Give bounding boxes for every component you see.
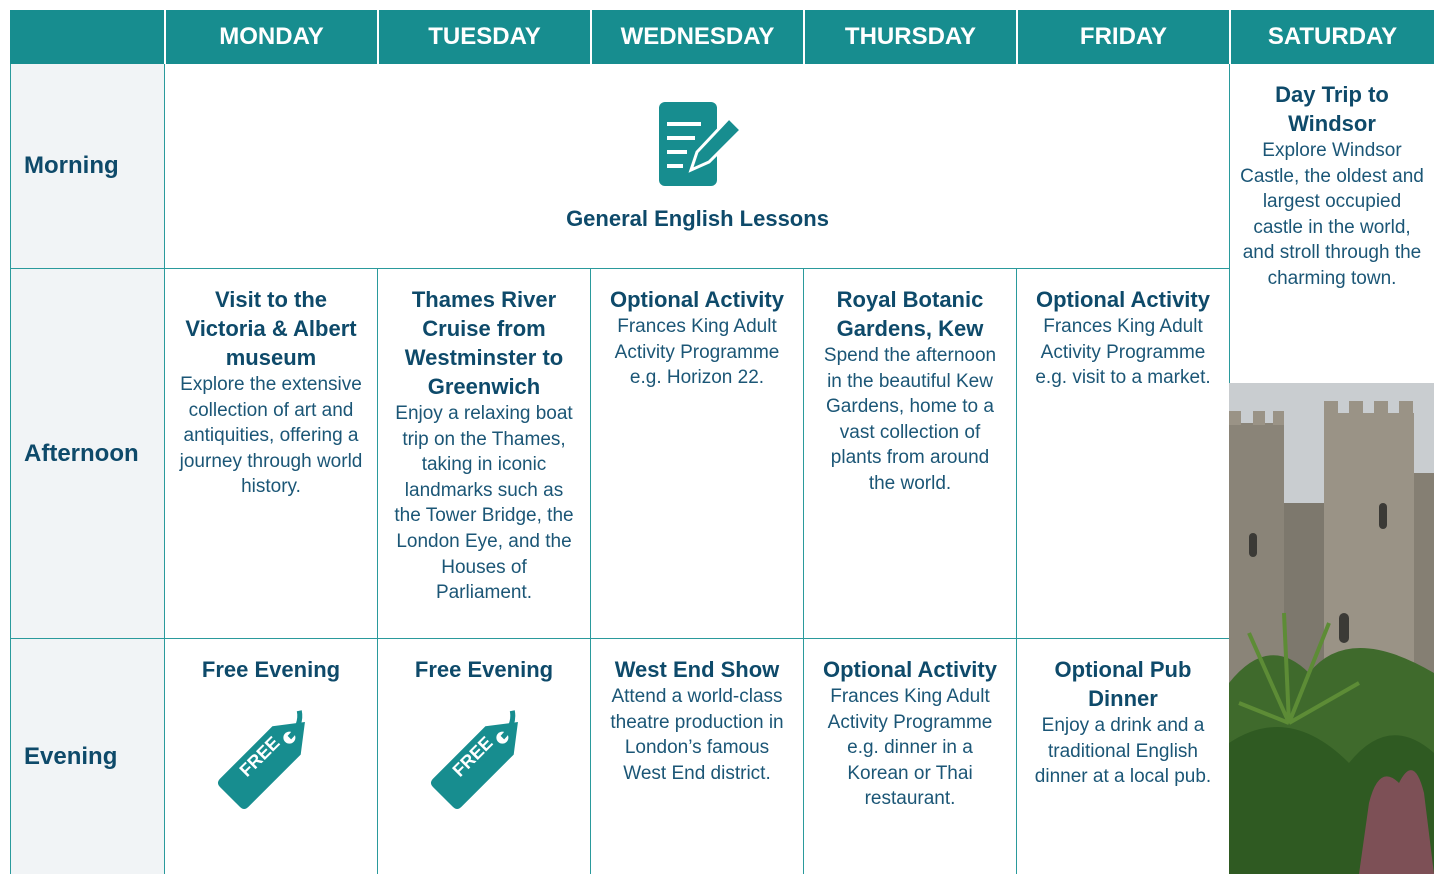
- day-header: FRIDAY: [1016, 10, 1229, 64]
- activity-title: West End Show: [614, 657, 780, 682]
- afternoon-cell: Royal Botanic Gardens, Kew Spend the afte…: [803, 268, 1016, 638]
- activity-title: Free Evening: [414, 657, 554, 682]
- afternoon-cell: Optional Activity Frances King Adult Acti…: [1016, 268, 1229, 638]
- day-header: WEDNESDAY: [590, 10, 803, 64]
- row-label: Afternoon: [10, 268, 164, 638]
- row-label: Evening: [10, 638, 164, 874]
- activity-text: Explore the extensive collection of art …: [179, 374, 363, 498]
- activity-title: Thames River Cruise from Westminster to …: [404, 287, 564, 399]
- afternoon-cell: Thames River Cruise from Westminster to …: [377, 268, 590, 638]
- morning-cell: General English Lessons: [164, 64, 1229, 268]
- evening-cell: Optional Pub Dinner Enjoy a drink and a t…: [1016, 638, 1229, 874]
- saturday-text: Explore Windsor Castle, the oldest and l…: [1240, 140, 1424, 289]
- activity-title: Optional Activity: [823, 657, 997, 682]
- afternoon-cell: Optional Activity Frances King Adult Acti…: [590, 268, 803, 638]
- left-border: [10, 64, 11, 874]
- activity-text: Enjoy a relaxing boat trip on the Thames…: [394, 403, 574, 604]
- evening-cell: Free Evening FREE: [377, 638, 590, 874]
- free-tag-icon: FREE: [217, 710, 305, 810]
- lesson-icon: [659, 102, 744, 186]
- activity-text: Frances King Adult Activity Programme e.…: [614, 316, 780, 389]
- afternoon-cell: Visit to the Victoria & Albert museum Exp…: [164, 268, 377, 638]
- day-header: SATURDAY: [1229, 10, 1434, 64]
- activity-title: Optional Pub Dinner: [1054, 657, 1192, 711]
- day-header: MONDAY: [164, 10, 377, 64]
- activity-title: Royal Botanic Gardens, Kew: [836, 287, 984, 341]
- activity-title: Free Evening: [201, 657, 341, 682]
- activity-text: Frances King Adult Activity Programme e.…: [1035, 316, 1211, 389]
- saturday-title: Day Trip to Windsor: [1275, 82, 1389, 136]
- activity-text: Attend a world-class theatre production …: [610, 686, 784, 784]
- lesson-title: General English Lessons: [566, 206, 829, 231]
- evening-cell: West End Show Attend a world-class theatr…: [590, 638, 803, 874]
- evening-cell: Free Evening FREE: [164, 638, 377, 874]
- free-tag-icon: FREE: [430, 710, 518, 810]
- activity-text: Spend the afternoon in the beautiful Kew…: [823, 345, 997, 494]
- activity-title: Optional Activity: [1036, 287, 1210, 312]
- activity-text: Frances King Adult Activity Programme e.…: [827, 686, 993, 810]
- row-label: Morning: [10, 64, 164, 268]
- day-header: THURSDAY: [803, 10, 1016, 64]
- activity-title: Visit to the Victoria & Albert museum: [185, 287, 357, 370]
- activity-text: Enjoy a drink and a traditional English …: [1034, 715, 1212, 788]
- evening-cell: Optional Activity Frances King Adult Acti…: [803, 638, 1016, 874]
- day-header: TUESDAY: [377, 10, 590, 64]
- activity-title: Optional Activity: [610, 287, 784, 312]
- windsor-photo: [1229, 383, 1434, 874]
